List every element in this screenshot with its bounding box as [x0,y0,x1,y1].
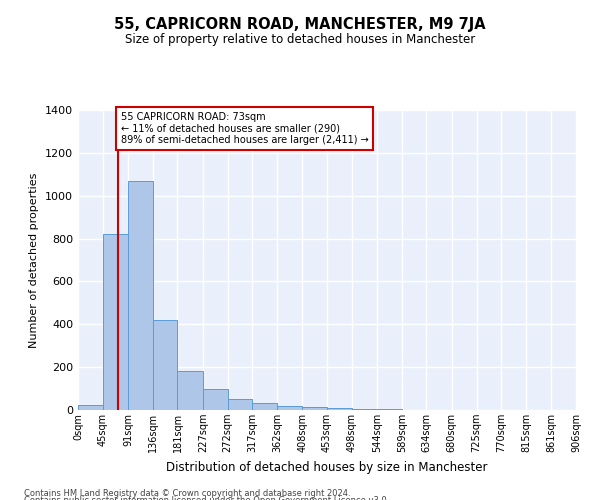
Bar [103,234,128,410]
Bar [227,399,252,410]
Bar [78,404,103,410]
Text: Contains HM Land Registry data © Crown copyright and database right 2024.: Contains HM Land Registry data © Crown c… [24,488,350,498]
Bar [327,408,352,410]
Text: Size of property relative to detached houses in Manchester: Size of property relative to detached ho… [125,32,475,46]
Text: Contains public sector information licensed under the Open Government Licence v3: Contains public sector information licen… [24,496,389,500]
Bar [352,409,377,410]
Text: 55, CAPRICORN ROAD, MANCHESTER, M9 7JA: 55, CAPRICORN ROAD, MANCHESTER, M9 7JA [114,18,486,32]
Bar [302,407,327,410]
X-axis label: Distribution of detached houses by size in Manchester: Distribution of detached houses by size … [166,460,488,473]
Bar [178,372,203,410]
Bar [153,320,178,410]
Bar [277,406,302,410]
Bar [252,402,277,410]
Y-axis label: Number of detached properties: Number of detached properties [29,172,40,348]
Bar [203,388,227,410]
Text: 55 CAPRICORN ROAD: 73sqm
← 11% of detached houses are smaller (290)
89% of semi-: 55 CAPRICORN ROAD: 73sqm ← 11% of detach… [121,112,368,146]
Bar [128,180,153,410]
